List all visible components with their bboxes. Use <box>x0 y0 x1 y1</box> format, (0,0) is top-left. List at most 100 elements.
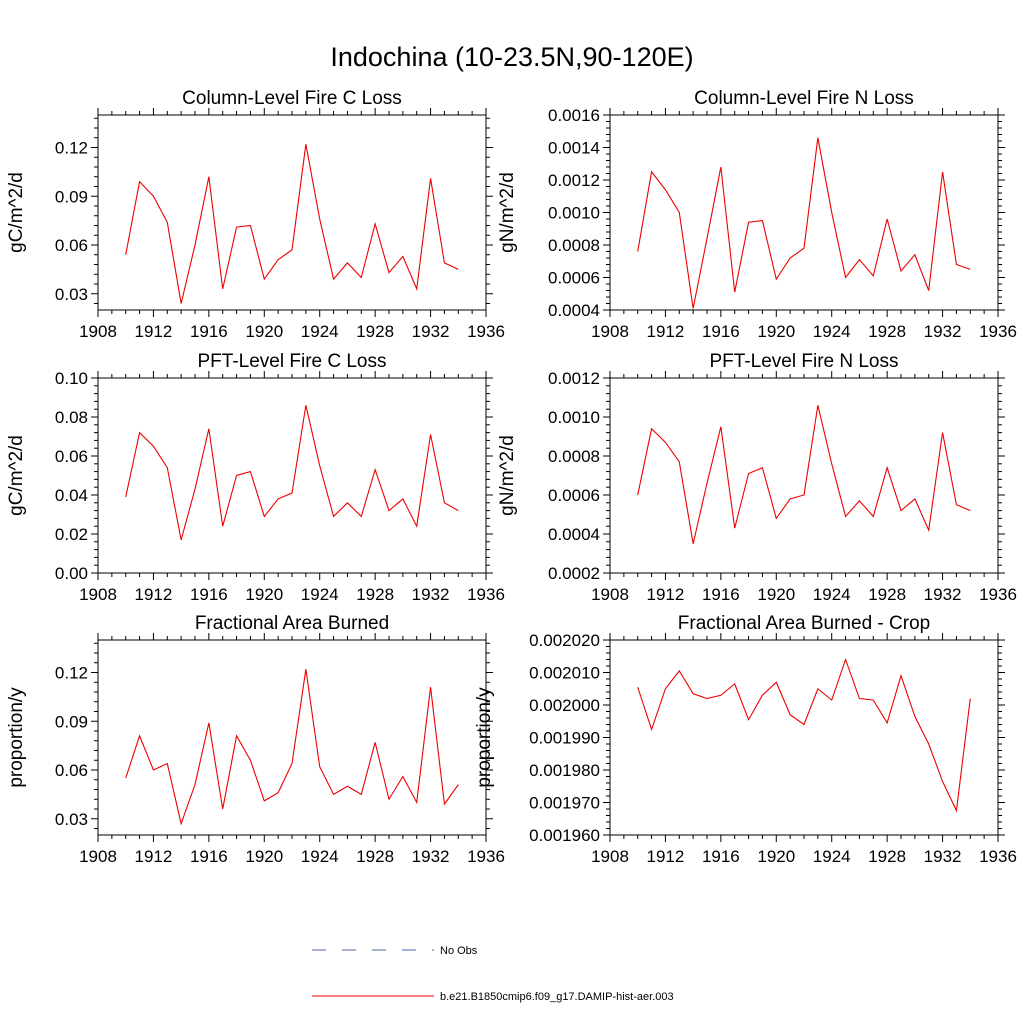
y-tick-label: 0.09 <box>55 712 88 731</box>
x-tick-label: 1936 <box>467 847 505 866</box>
panel-title: PFT-Level Fire N Loss <box>710 351 899 372</box>
x-tick-label: 1924 <box>813 322 851 341</box>
legend-label: b.e21.B1850cmip6.f09_g17.DAMIP-hist-aer.… <box>440 991 674 1003</box>
x-tick-label: 1924 <box>301 322 339 341</box>
y-tick-label: 0.03 <box>55 285 88 304</box>
plot-frame <box>97 639 487 836</box>
y-tick-label: 0.03 <box>55 810 88 829</box>
x-tick-label: 1916 <box>190 322 228 341</box>
panels: Column-Level Fire C Loss gC/m^2/d 1908 1912… <box>6 88 1017 866</box>
x-tick-label: 1932 <box>412 322 450 341</box>
x-tick-label: 1924 <box>301 585 339 604</box>
y-tick-label: 0.06 <box>55 447 88 466</box>
x-tick-label: 1908 <box>79 322 117 341</box>
y-tick-label: 0.002000 <box>529 696 600 715</box>
x-tick-label: 1936 <box>979 322 1017 341</box>
x-tick-label: 1908 <box>79 585 117 604</box>
plot-frame <box>609 639 999 836</box>
y-axis-label: gN/m^2/d <box>497 172 518 253</box>
y-tick-label: 0.08 <box>55 408 88 427</box>
x-tick-label: 1912 <box>647 585 685 604</box>
y-tick-label: 0.0010 <box>548 408 600 427</box>
x-tick-label: 1920 <box>245 322 283 341</box>
y-tick-label: 0.001980 <box>529 761 600 780</box>
y-tick-label: 0.001990 <box>529 729 600 748</box>
x-tick-label: 1928 <box>868 585 906 604</box>
x-tick-label: 1936 <box>979 847 1017 866</box>
y-tick-label: 0.0006 <box>548 486 600 505</box>
y-tick-label: 0.0008 <box>548 447 600 466</box>
y-tick-label: 0.0014 <box>548 139 600 158</box>
x-tick-label: 1932 <box>412 585 450 604</box>
y-tick-label: 0.0006 <box>548 269 600 288</box>
panel-4: PFT-Level Fire N Loss gN/m^2/d 1908 1912 191… <box>497 351 1017 604</box>
x-tick-label: 1908 <box>591 322 629 341</box>
y-tick-label: 0.0010 <box>548 204 600 223</box>
y-tick-label: 0.0016 <box>548 106 600 125</box>
y-tick-label: 0.0004 <box>548 525 600 544</box>
x-tick-label: 1916 <box>702 322 740 341</box>
x-tick-label: 1928 <box>356 322 394 341</box>
x-tick-label: 1908 <box>591 585 629 604</box>
panel-6: Fractional Area Burned - Crop proportion/… <box>474 613 1017 866</box>
x-tick-label: 1932 <box>924 585 962 604</box>
y-tick-label: 0.001960 <box>529 826 600 845</box>
x-tick-label: 1916 <box>190 585 228 604</box>
series-line <box>125 405 459 540</box>
x-tick-label: 1920 <box>757 847 795 866</box>
y-tick-label: 0.04 <box>55 486 88 505</box>
y-tick-label: 0.0012 <box>548 171 600 190</box>
y-tick-label: 0.00 <box>55 564 88 583</box>
x-tick-label: 1916 <box>190 847 228 866</box>
x-tick-label: 1908 <box>79 847 117 866</box>
legend: No Obs b.e21.B1850cmip6.f09_g17.DAMIP-his… <box>312 945 674 1003</box>
y-tick-label: 0.06 <box>55 236 88 255</box>
y-tick-label: 0.09 <box>55 187 88 206</box>
x-tick-label: 1928 <box>868 847 906 866</box>
y-tick-label: 0.06 <box>55 761 88 780</box>
panel-3: PFT-Level Fire C Loss gC/m^2/d 1908 1912 191… <box>6 351 505 604</box>
panel-title: PFT-Level Fire C Loss <box>198 351 387 372</box>
y-axis-label: gC/m^2/d <box>6 172 27 253</box>
series-line <box>637 657 971 813</box>
x-tick-label: 1924 <box>301 847 339 866</box>
y-tick-label: 0.10 <box>55 369 88 388</box>
y-tick-label: 0.002010 <box>529 664 600 683</box>
y-axis-label: proportion/y <box>474 687 495 788</box>
plot-frame <box>609 377 999 574</box>
x-tick-label: 1928 <box>868 322 906 341</box>
panel-2: Column-Level Fire N Loss gN/m^2/d 1908 1912… <box>497 88 1017 341</box>
x-tick-label: 1912 <box>135 585 173 604</box>
x-tick-label: 1912 <box>647 322 685 341</box>
panel-title: Column-Level Fire C Loss <box>182 88 402 109</box>
panel-title: Column-Level Fire N Loss <box>694 88 914 109</box>
x-tick-label: 1928 <box>356 585 394 604</box>
panel-title: Fractional Area Burned - Crop <box>678 613 930 634</box>
series-line <box>637 137 971 309</box>
x-tick-label: 1924 <box>813 847 851 866</box>
y-tick-label: 0.002020 <box>529 631 600 650</box>
x-tick-label: 1912 <box>647 847 685 866</box>
y-axis-label: proportion/y <box>6 687 27 788</box>
figure-title: Indochina (10-23.5N,90-120E) <box>330 42 693 72</box>
series-line <box>125 144 459 304</box>
x-tick-label: 1920 <box>245 585 283 604</box>
x-tick-label: 1908 <box>591 847 629 866</box>
x-tick-label: 1920 <box>245 847 283 866</box>
plot-frame <box>97 114 487 311</box>
y-tick-label: 0.02 <box>55 525 88 544</box>
x-tick-label: 1912 <box>135 322 173 341</box>
x-tick-label: 1920 <box>757 322 795 341</box>
series-line <box>637 405 971 544</box>
y-tick-label: 0.12 <box>55 139 88 158</box>
panel-1: Column-Level Fire C Loss gC/m^2/d 1908 1912… <box>6 88 505 341</box>
x-tick-label: 1916 <box>702 847 740 866</box>
plot-frame <box>609 114 999 311</box>
y-axis-label: gN/m^2/d <box>497 435 518 516</box>
x-tick-label: 1920 <box>757 585 795 604</box>
series-line <box>125 669 459 826</box>
x-tick-label: 1924 <box>813 585 851 604</box>
y-tick-label: 0.001970 <box>529 794 600 813</box>
panel-title: Fractional Area Burned <box>195 613 389 634</box>
